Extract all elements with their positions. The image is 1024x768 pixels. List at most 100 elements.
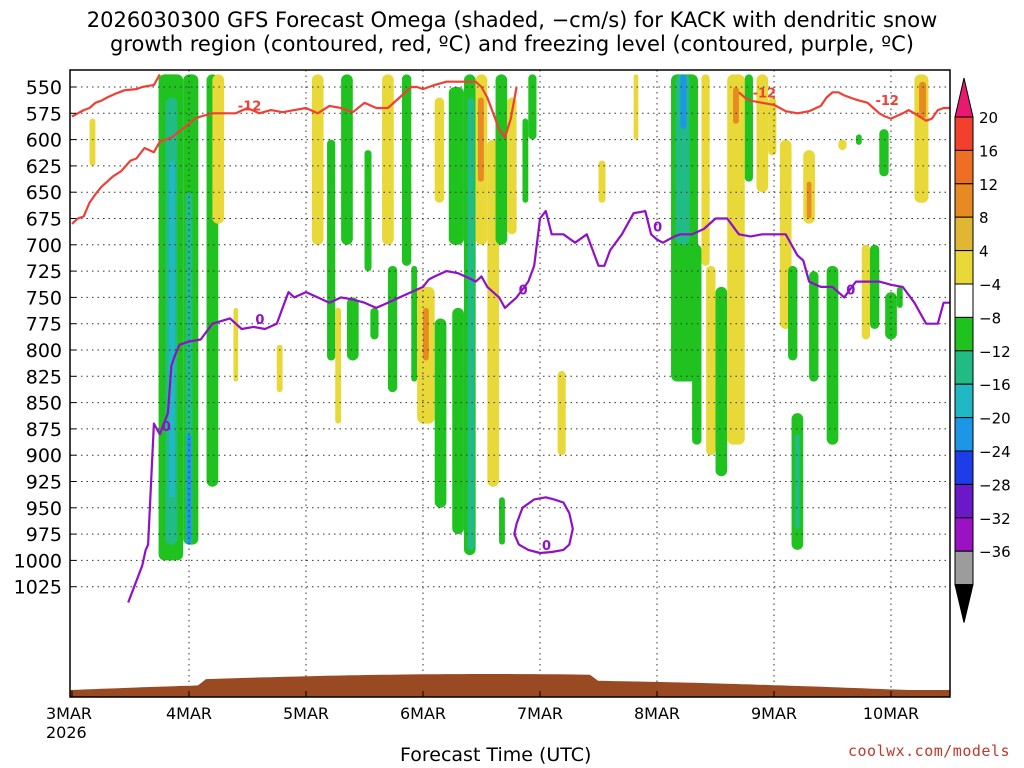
omega-shading-cell xyxy=(507,97,517,235)
omega-shading-cell xyxy=(919,81,927,119)
colorbar-segment xyxy=(954,250,974,285)
y-tick-label: 700 xyxy=(26,235,62,257)
omega-shading-cell xyxy=(557,371,566,456)
y-tick-label: 1025 xyxy=(14,577,62,599)
freezing-level-island xyxy=(513,496,574,555)
omega-shading-cell xyxy=(715,286,728,477)
colorbar-top-arrow xyxy=(954,77,974,118)
y-tick-label: 575 xyxy=(26,103,62,125)
colorbar-segment xyxy=(954,216,974,252)
x-tick-label: 10MAR xyxy=(863,704,919,723)
chart-title-line-1: 2026030300 GFS Forecast Omega (shaded, −… xyxy=(86,8,938,32)
omega-shading-cell xyxy=(327,139,336,361)
colorbar-segment xyxy=(954,350,974,385)
colorbar-segment xyxy=(954,417,974,452)
colorbar-segment xyxy=(954,149,974,185)
omega-shading-cell xyxy=(364,150,372,272)
colorbar-segment xyxy=(954,116,974,151)
omega-shading-cell xyxy=(706,265,716,456)
omega-shading-cell xyxy=(733,87,739,124)
omega-shading-cell xyxy=(680,74,687,130)
omega-shading-cell xyxy=(727,74,745,445)
omega-shading-cell xyxy=(452,307,464,535)
omega-shading-cell xyxy=(477,97,484,182)
colorbar-label: −12 xyxy=(979,343,1011,361)
freezing-level-line-label: 0 xyxy=(653,220,662,235)
omega-shading-cell xyxy=(341,74,353,245)
omega-shading-cell xyxy=(855,134,862,145)
colorbar-label: −20 xyxy=(979,410,1011,428)
y-tick-label: 625 xyxy=(26,156,62,178)
omega-shading-cell xyxy=(401,74,412,266)
omega-shading-cell xyxy=(382,74,394,245)
colorbar-segment xyxy=(954,483,974,519)
colorbar-label: −32 xyxy=(979,510,1011,528)
omega-shading-cell xyxy=(169,160,175,498)
dendritic-isotherm-east-label: -12 xyxy=(753,87,777,102)
y-tick-label: 775 xyxy=(26,314,62,336)
y-tick-label: 825 xyxy=(26,366,62,388)
colorbar-label: −8 xyxy=(979,309,1001,327)
dendritic-isotherm-east-label: -12 xyxy=(875,94,899,109)
x-tick-label: 3MAR xyxy=(46,704,92,723)
x-tick-label: 4MAR xyxy=(166,704,212,723)
omega-shading-cell xyxy=(809,271,819,382)
omega-shading-cell xyxy=(838,139,847,151)
colorbar-segment xyxy=(954,283,974,318)
omega-shading-cell xyxy=(467,97,475,550)
omega-shading-cell xyxy=(346,297,359,361)
omega-shading-cell xyxy=(233,307,239,382)
colorbar-segment xyxy=(954,450,974,485)
freezing-level-island-label: 0 xyxy=(542,539,551,554)
x-tick-label: 5MAR xyxy=(283,704,329,723)
omega-shading-cell xyxy=(879,129,889,177)
omega-shading-cell xyxy=(89,118,96,166)
omega-shading-cell xyxy=(885,292,897,340)
omega-shading-cell xyxy=(335,307,342,424)
y-tick-label: 600 xyxy=(26,130,62,152)
x-axis-title: Forecast Time (UTC) xyxy=(400,744,592,766)
omega-shading-cell xyxy=(768,97,777,156)
dendritic-isotherm-upper xyxy=(71,73,161,118)
omega-shading-cell xyxy=(434,318,447,508)
omega-shading-cell xyxy=(528,74,537,140)
chart-title-line-2: growth region (contoured, red, ºC) and f… xyxy=(110,32,914,56)
dendritic-isotherm-lower xyxy=(71,80,518,225)
omega-shading-cell xyxy=(788,265,798,361)
omega-shading-cell xyxy=(423,307,429,361)
omega-shading-cell xyxy=(896,286,903,308)
colorbar-label: −4 xyxy=(979,276,1001,294)
omega-shading-cell xyxy=(434,97,445,203)
freezing-level-line-label: 0 xyxy=(162,420,171,435)
dendritic-isotherm-east xyxy=(738,91,950,122)
colorbar-segment xyxy=(954,517,974,552)
surface-terrain xyxy=(70,674,950,697)
x-tick-label: 6MAR xyxy=(400,704,446,723)
y-tick-label: 900 xyxy=(26,445,62,467)
colorbar-label: 20 xyxy=(979,109,998,127)
y-tick-label: 1000 xyxy=(14,550,62,572)
site-credit: coolwx.com/models xyxy=(847,742,1010,760)
colorbar-label: −36 xyxy=(979,543,1011,561)
colorbar-bottom-arrow xyxy=(954,584,974,623)
x-tick-label: 8MAR xyxy=(634,704,680,723)
plot-frame xyxy=(69,69,951,698)
omega-shading-cell xyxy=(495,74,508,245)
x-tick-sublabel: 2026 xyxy=(46,723,87,742)
colorbar-label: −24 xyxy=(979,443,1011,461)
y-tick-label: 725 xyxy=(26,261,62,283)
freezing-level-line-label: 0 xyxy=(519,283,528,298)
omega-shading-cell xyxy=(499,497,505,545)
y-tick-label: 675 xyxy=(26,209,62,231)
colorbar-segment xyxy=(954,316,974,352)
omega-shading-cell xyxy=(633,74,639,140)
freezing-level-line xyxy=(127,210,950,603)
y-tick-label: 550 xyxy=(26,77,62,99)
omega-shading-cell xyxy=(692,244,702,445)
omega-shading-cell xyxy=(411,265,418,382)
omega-shading-cell xyxy=(311,74,324,245)
y-tick-label: 925 xyxy=(26,472,62,494)
omega-shading-cell xyxy=(869,244,880,329)
y-tick-label: 850 xyxy=(26,393,62,415)
